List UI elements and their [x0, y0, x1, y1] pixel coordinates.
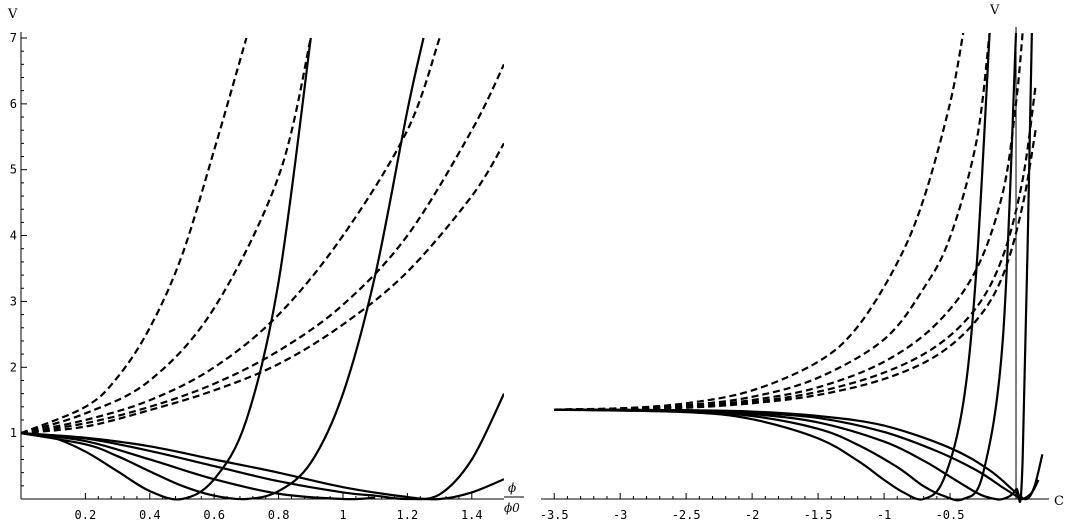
left-series-5: [20, 142, 504, 435]
right-curves: [554, 33, 1044, 503]
right-series-3: [554, 33, 1024, 411]
left-x-tick-label: 0.4: [139, 508, 161, 522]
left-x-axis-label-denominator: ϕ0: [504, 501, 520, 515]
left-series-2: [20, 37, 312, 435]
right-x-tick-label: -0.5: [936, 508, 965, 522]
right-series-4: [554, 83, 1037, 411]
left-series-7: [20, 37, 425, 501]
left-x-tick-label: 0.8: [268, 508, 290, 522]
left-y-tick-label: 6: [10, 97, 17, 111]
right-series-7: [554, 33, 1018, 502]
right-x-tick-label: -2.5: [672, 508, 701, 522]
left-series-4: [20, 63, 504, 435]
right-panel: -3.5 -3 -2.5 -2 -1.5 -1 -0.5 V C: [540, 3, 1064, 522]
left-axes: 0.2 0.4 0.6 0.8 1 1.2 1.4 1 2 3 4 5 6 7: [10, 31, 504, 522]
left-x-tick-label: 1.4: [461, 508, 483, 522]
right-axes: -3.5 -3 -2.5 -2 -1.5 -1 -0.5: [540, 27, 1049, 522]
right-x-tick-label: -2: [745, 508, 759, 522]
right-x-tick-label: -1.5: [804, 508, 833, 522]
left-y-tick-label: 1: [10, 426, 17, 440]
left-series-1: [20, 37, 248, 435]
left-x-tick-label: 1.2: [397, 508, 419, 522]
left-series-6: [20, 37, 312, 501]
right-x-tick-label: -3: [613, 508, 627, 522]
left-x-tick-label: 0.2: [75, 508, 97, 522]
left-y-tick-label: 7: [10, 31, 17, 45]
left-series-10: [20, 432, 504, 501]
left-y-tick-label: 4: [10, 229, 17, 243]
right-series-8: [554, 33, 1033, 503]
left-x-tick-label: 0.6: [203, 508, 225, 522]
left-series-9: [20, 393, 504, 501]
right-x-tick-label: -3.5: [540, 508, 569, 522]
left-y-axis-label: V: [7, 7, 18, 22]
left-panel: 0.2 0.4 0.6 0.8 1 1.2 1.4 1 2 3 4 5 6 7 V ϕ ϕ0: [7, 7, 524, 522]
left-series-3: [20, 37, 441, 435]
right-x-axis-label: C: [1054, 494, 1064, 509]
right-series-10: [554, 408, 1044, 501]
left-curves: [20, 37, 504, 501]
right-series-6: [554, 33, 991, 501]
left-y-tick-label: 5: [10, 163, 17, 177]
right-x-tick-label: -1: [877, 508, 891, 522]
left-y-tick-label: 3: [10, 294, 17, 308]
left-y-tick-label: 2: [10, 360, 17, 374]
right-series-1: [554, 33, 965, 411]
right-y-axis-label: V: [989, 3, 1000, 18]
left-x-tick-label: 1: [339, 508, 346, 522]
right-series-5: [554, 128, 1037, 411]
left-x-axis-label-numerator: ϕ: [508, 481, 516, 495]
